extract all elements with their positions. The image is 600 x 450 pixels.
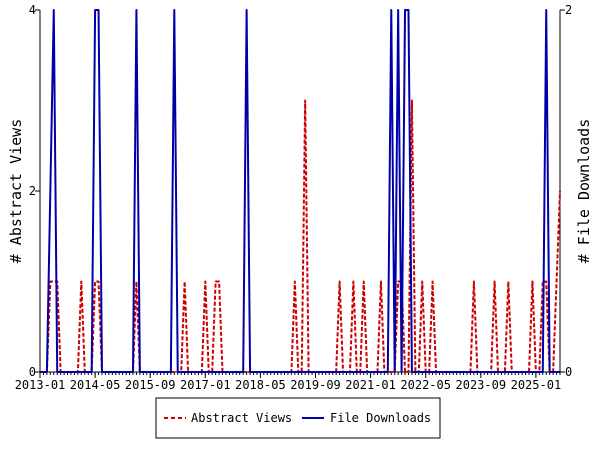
x-tick-label: 2015-09 xyxy=(125,378,176,392)
axes xyxy=(35,9,565,378)
y-left-tick-label: 0 xyxy=(29,365,36,379)
legend: Abstract Views File Downloads xyxy=(155,397,441,439)
legend-label-file-downloads: File Downloads xyxy=(330,411,431,425)
y-right-tick-label: 2 xyxy=(565,3,572,17)
legend-box xyxy=(155,397,441,439)
series-line-file-downloads xyxy=(40,9,560,373)
series-line-abstract-views xyxy=(40,99,561,373)
y-left-tick-label: 4 xyxy=(29,3,36,17)
x-tick-label: 2021-01 xyxy=(345,378,396,392)
x-tick-label: 2013-01 xyxy=(15,378,66,392)
x-tick-label: 2017-01 xyxy=(180,378,231,392)
y-axis-left-title: # Abstract Views xyxy=(7,119,25,264)
series-layer xyxy=(40,9,561,373)
x-tick-label: 2023-09 xyxy=(456,378,507,392)
x-tick-label: 2018-05 xyxy=(235,378,286,392)
y-right-tick-label: 0 xyxy=(565,365,572,379)
y-axis-right-title: # File Downloads xyxy=(575,119,593,264)
legend-label-abstract-views: Abstract Views xyxy=(191,411,292,425)
x-tick-label: 2014-05 xyxy=(70,378,121,392)
x-tick-label: 2025-01 xyxy=(511,378,562,392)
tick-labels: 2013-01 2014-05 2015-09 2017-01 2018-05 2019-… xyxy=(15,3,573,392)
x-tick-label: 2019-09 xyxy=(290,378,341,392)
y-left-tick-label: 2 xyxy=(29,184,36,198)
x-tick-label: 2022-05 xyxy=(400,378,451,392)
